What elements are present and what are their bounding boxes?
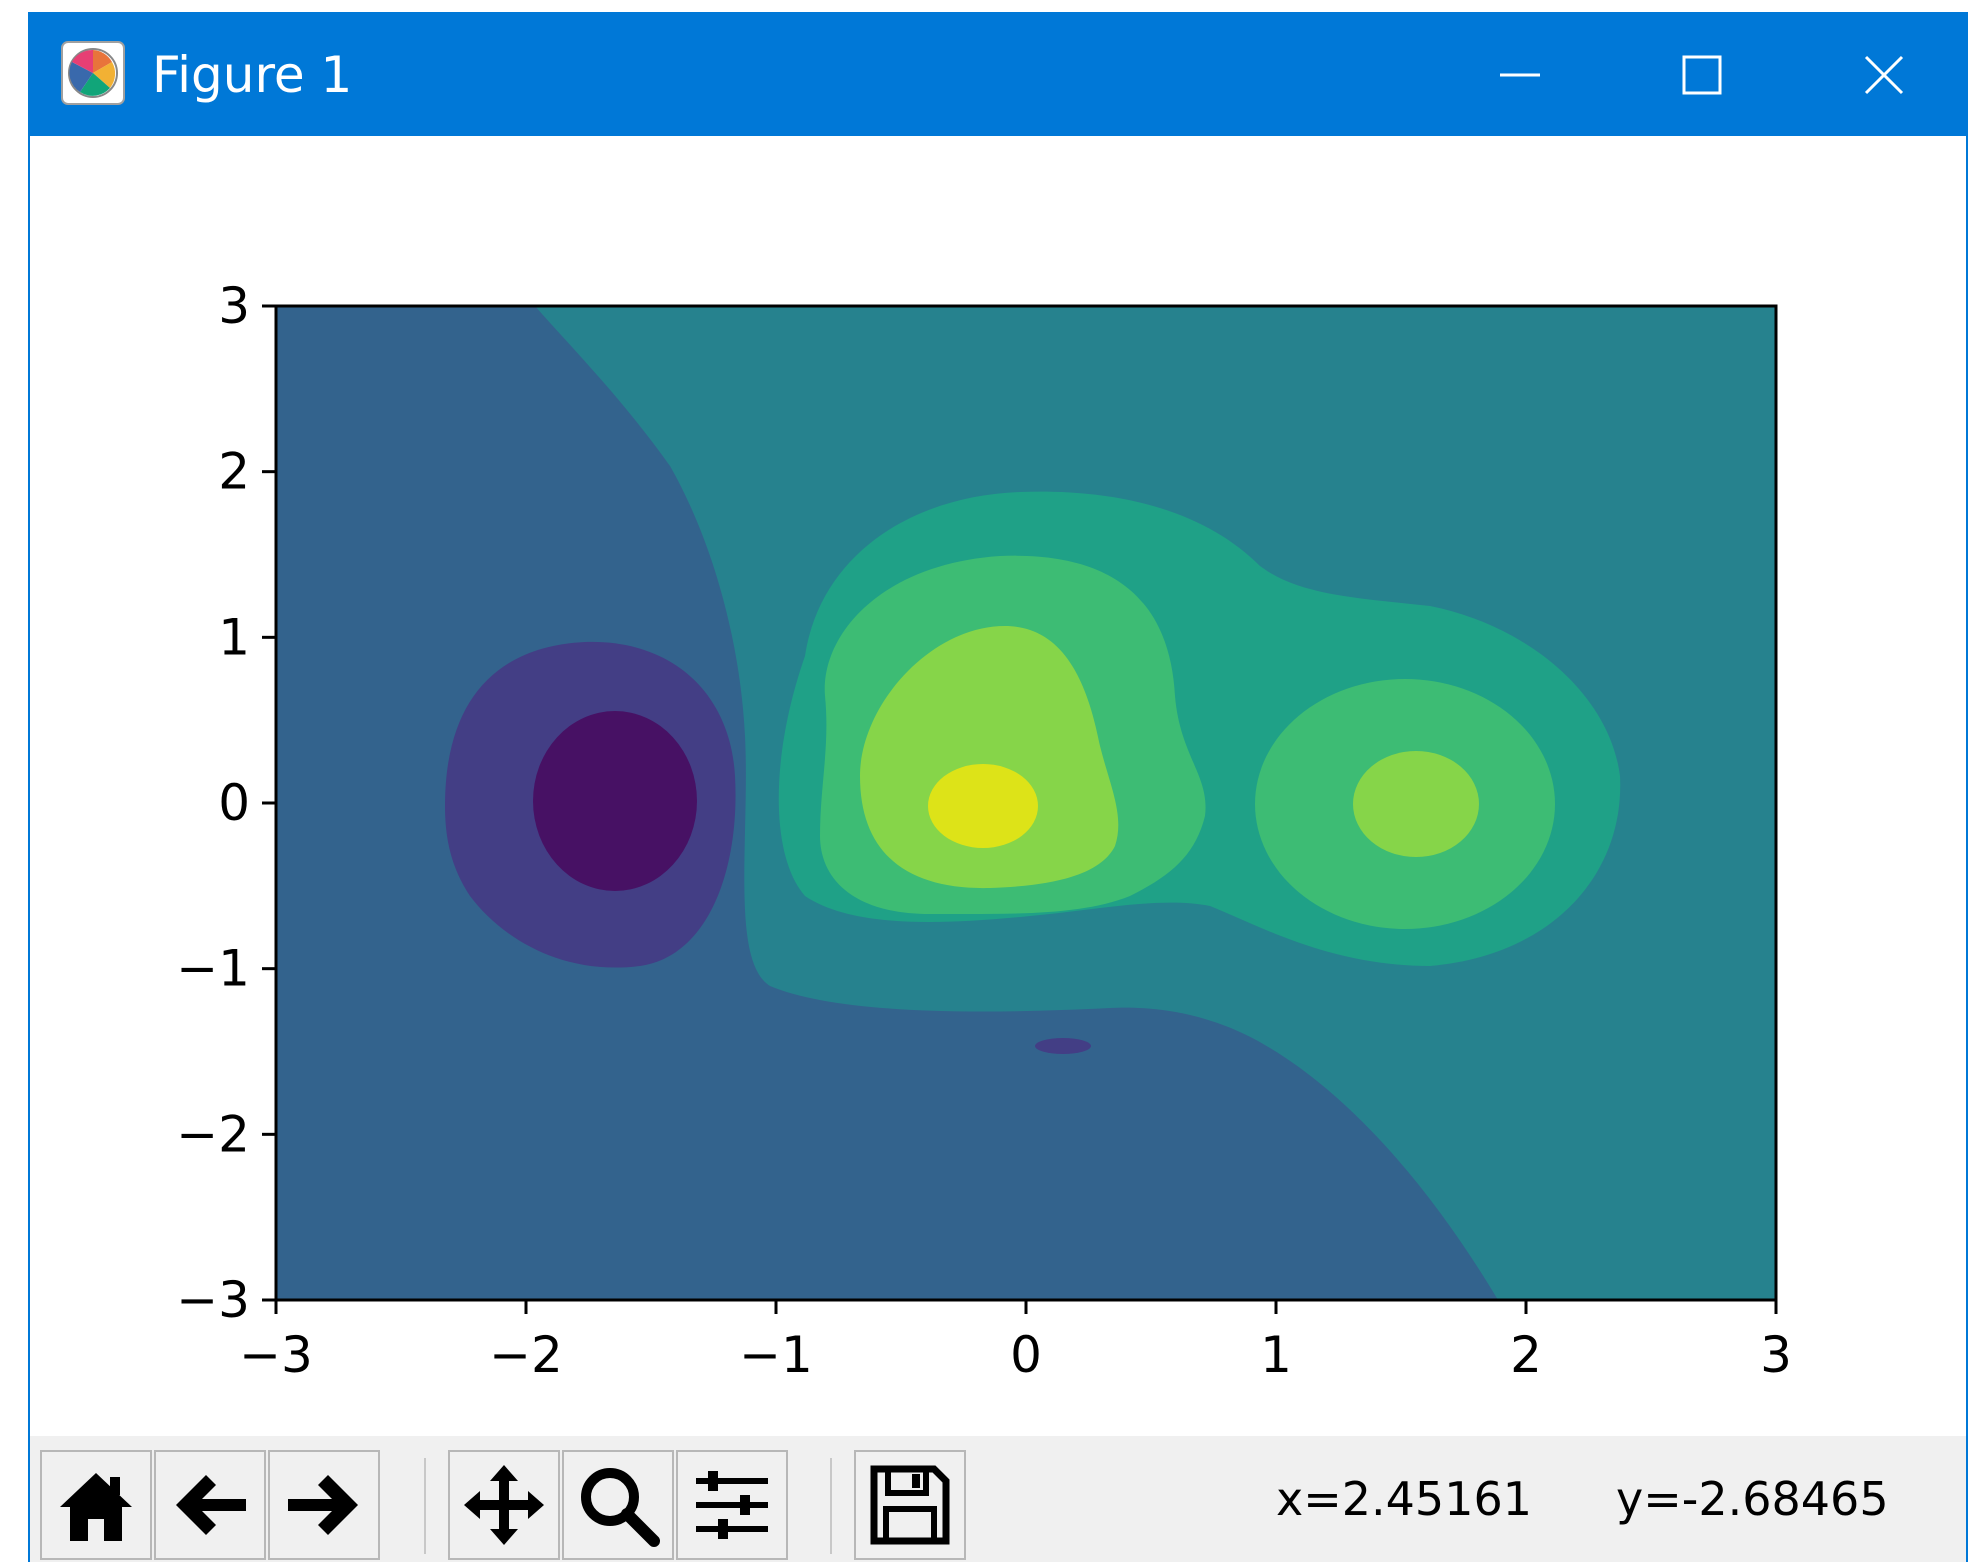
x-tick-label: 0 (1010, 1326, 1042, 1384)
cursor-x-coordinate: x=2.45161 (1276, 1472, 1532, 1526)
x-tick-label: −2 (489, 1326, 563, 1384)
contour-level-right-inner (1353, 751, 1479, 857)
contour-fills (276, 306, 1776, 1300)
y-tick-label: 0 (218, 774, 250, 832)
home-icon (60, 1473, 132, 1541)
zoom-icon (581, 1468, 660, 1547)
toolbar-separator (830, 1458, 832, 1554)
contour-level-peak (928, 764, 1038, 848)
toolbar-separator (424, 1458, 426, 1554)
y-tick-label: 2 (218, 443, 250, 501)
maximize-icon (1682, 55, 1722, 95)
configure-subplots-button[interactable] (676, 1450, 788, 1560)
matplotlib-logo-icon (61, 41, 125, 105)
y-tick-label: 1 (218, 608, 250, 666)
x-tick-label: −1 (739, 1326, 813, 1384)
close-button[interactable] (1794, 14, 1974, 136)
x-axis: −3 −2 −1 0 1 2 3 (239, 1300, 1792, 1384)
contour-level-small-dip (1035, 1038, 1091, 1054)
pan-icon (464, 1465, 544, 1545)
cursor-y-coordinate: y=-2.68465 (1616, 1472, 1889, 1526)
x-tick-label: 2 (1510, 1326, 1542, 1384)
figure-canvas[interactable]: −3 −2 −1 0 1 2 3 3 2 1 0 −1 −2 −3 (30, 136, 1966, 1436)
maximize-button[interactable] (1612, 14, 1792, 136)
y-tick-label: −3 (176, 1271, 250, 1329)
x-tick-label: −3 (239, 1326, 313, 1384)
save-icon (870, 1465, 950, 1545)
navigation-toolbar: x=2.45161 y=-2.68465 (30, 1436, 1966, 1562)
back-button[interactable] (154, 1450, 266, 1560)
forward-arrow-icon (288, 1475, 358, 1535)
contour-level-minimum (533, 711, 697, 891)
minimize-icon (1500, 73, 1540, 77)
pan-button[interactable] (448, 1450, 560, 1560)
window-title: Figure 1 (152, 46, 353, 104)
x-tick-label: 1 (1260, 1326, 1292, 1384)
home-button[interactable] (40, 1450, 152, 1560)
y-axis: 3 2 1 0 −1 −2 −3 (176, 277, 276, 1329)
save-button[interactable] (854, 1450, 966, 1560)
close-icon (1864, 55, 1904, 95)
configure-subplots-icon (696, 1471, 768, 1539)
y-tick-label: 3 (218, 277, 250, 335)
contour-plot[interactable]: −3 −2 −1 0 1 2 3 3 2 1 0 −1 −2 −3 (30, 136, 1966, 1436)
minimize-button[interactable] (1430, 14, 1610, 136)
y-tick-label: −2 (176, 1105, 250, 1163)
forward-button[interactable] (268, 1450, 380, 1560)
contour-level-central-inner (860, 626, 1119, 889)
y-tick-label: −1 (176, 940, 250, 998)
zoom-button[interactable] (562, 1450, 674, 1560)
title-bar[interactable]: Figure 1 (30, 14, 1966, 136)
figure-window: Figure 1 (28, 12, 1968, 1562)
x-tick-label: 3 (1760, 1326, 1792, 1384)
back-arrow-icon (176, 1475, 246, 1535)
